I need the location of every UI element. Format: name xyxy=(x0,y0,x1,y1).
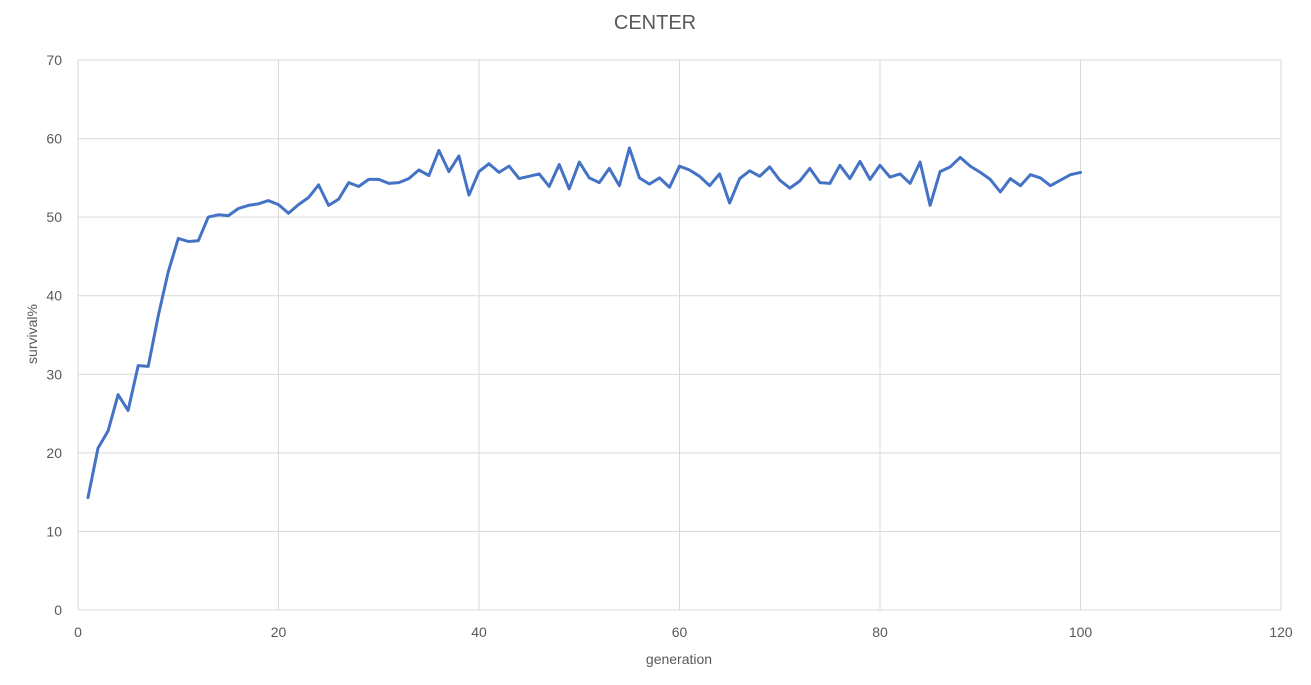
y-tick-label: 40 xyxy=(46,288,62,304)
y-tick-label: 50 xyxy=(46,209,62,225)
chart-title: CENTER xyxy=(614,12,696,34)
y-axis-label: survival% xyxy=(24,304,40,364)
x-tick-label: 80 xyxy=(872,624,888,640)
series-line xyxy=(86,146,1082,500)
x-tick-labels: 0 20 40 60 80 100 120 xyxy=(74,624,1293,640)
y-tick-labels: 0 10 20 30 40 50 60 70 xyxy=(46,52,62,618)
x-axis-label: generation xyxy=(646,651,712,667)
x-tick-label: 20 xyxy=(271,624,287,640)
y-tick-label: 70 xyxy=(46,52,62,68)
y-tick-label: 0 xyxy=(54,602,62,618)
x-tick-label: 0 xyxy=(74,624,82,640)
y-tick-label: 60 xyxy=(46,131,62,147)
y-tick-label: 30 xyxy=(46,366,62,382)
x-tick-label: 100 xyxy=(1069,624,1093,640)
x-gridlines xyxy=(77,60,1282,610)
y-tick-label: 10 xyxy=(46,523,62,539)
x-tick-label: 60 xyxy=(672,624,688,640)
x-tick-label: 120 xyxy=(1269,624,1293,640)
y-tick-label: 20 xyxy=(46,445,62,461)
x-tick-label: 40 xyxy=(471,624,487,640)
